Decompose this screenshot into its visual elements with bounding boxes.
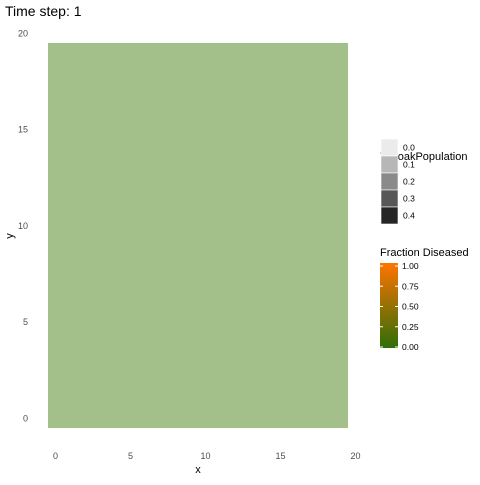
- legend-tanoak-population: TanoakPopulation 0.0 0.1 0.2 0.3 0.4: [380, 138, 467, 225]
- y-axis-title: y: [4, 233, 16, 239]
- x-axis-ticks: 0 5 10 15 20: [53, 451, 361, 461]
- colorbar-tick-label: 0.25: [402, 322, 419, 332]
- colorbar-ticks: 1.00 0.75 0.50 0.25 0.00: [380, 261, 419, 352]
- x-tick-label: 5: [128, 451, 133, 461]
- legend-entry-label: 0.0: [403, 143, 415, 153]
- colorbar-tick-label: 0.75: [402, 281, 419, 291]
- y-tick-label: 0: [23, 413, 28, 423]
- y-axis-ticks: 0 5 10 15 20: [18, 28, 28, 423]
- x-tick-label: 15: [275, 451, 285, 461]
- x-tick-label: 10: [200, 451, 210, 461]
- colorbar-tick-label: 0.00: [402, 342, 419, 352]
- legend-entry-label: 0.1: [403, 160, 415, 170]
- legend-entry-label: 0.3: [403, 194, 415, 204]
- colorbar-tick-label: 1.00: [402, 261, 419, 271]
- x-axis-title: x: [195, 464, 201, 476]
- legend-tanoak-entries: 0.0 0.1 0.2 0.3 0.4: [380, 138, 415, 225]
- chart-title: Time step: 1: [5, 3, 82, 19]
- legend-title-fraction: Fraction Diseased: [380, 247, 469, 259]
- legend-swatch: [380, 172, 399, 191]
- legend-entry-label: 0.4: [403, 211, 415, 221]
- legend-swatch: [380, 155, 399, 174]
- heatmap-cell: [48, 43, 348, 428]
- legend-title-tanoak: TanoakPopulation: [380, 151, 467, 163]
- y-tick-label: 15: [18, 125, 28, 135]
- legend-swatch: [380, 138, 399, 157]
- legend-swatch: [380, 189, 399, 208]
- y-tick-label: 5: [23, 317, 28, 327]
- colorbar-tick-label: 0.50: [402, 302, 419, 312]
- y-tick-label: 20: [18, 28, 28, 38]
- heatmap-cells: [48, 43, 348, 428]
- y-tick-label: 10: [18, 221, 28, 231]
- legend-swatch: [380, 206, 399, 225]
- x-tick-label: 0: [53, 451, 58, 461]
- legend-entry-label: 0.2: [403, 177, 415, 187]
- legend-fraction-diseased: Fraction Diseased 1.00 0.75 0.50 0.25 0.00: [380, 247, 469, 352]
- x-tick-label: 20: [350, 451, 360, 461]
- colorbar: [380, 263, 398, 348]
